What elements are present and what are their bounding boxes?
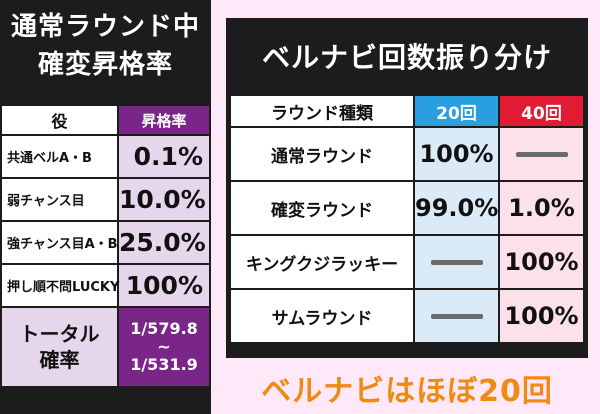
upgrade-rate-title-line2: 確変昇格率 <box>37 50 173 80</box>
value-20: 99.0% <box>413 180 500 236</box>
total-label-line1: トータル <box>19 322 100 346</box>
table-row: 通常ラウンド 100% <box>229 126 585 182</box>
rate-value: 100% <box>117 263 211 308</box>
dash-icon <box>430 313 483 319</box>
upgrade-rate-panel: 通常ラウンド中 確変昇格率 役 昇格率 共通ベルA・B 0.1% 弱チャンス目 … <box>0 0 211 414</box>
total-value-line2: ~ <box>157 337 171 356</box>
header-40: 40回 <box>498 94 585 128</box>
bell-navi-footer-note: ベルナビはほぼ20回 <box>261 374 553 409</box>
value-20 <box>413 288 500 344</box>
round-kind: 確変ラウンド <box>229 180 415 236</box>
role-label: 弱チャンス目 <box>0 177 119 222</box>
dash-icon <box>430 259 483 265</box>
role-label: 共通ベルA・B <box>0 134 119 179</box>
role-label: 押し順不問LUCKY <box>0 263 119 308</box>
upgrade-rate-title: 通常ラウンド中 確変昇格率 <box>0 8 211 84</box>
upgrade-rate-title-line1: 通常ラウンド中 <box>10 12 200 42</box>
table-row: 確変ラウンド 99.0% 1.0% <box>229 180 585 236</box>
role-label: 強チャンス目A・B <box>0 220 119 265</box>
header-rate: 昇格率 <box>117 104 211 136</box>
table-row: 共通ベルA・B 0.1% <box>0 134 211 179</box>
table-row: 強チャンス目A・B 25.0% <box>0 220 211 265</box>
header-20: 20回 <box>413 94 500 128</box>
table-row: 弱チャンス目 10.0% <box>0 177 211 222</box>
bell-navi-panel: ベルナビ回数振り分け ラウンド種類 20回 40回 通常ラウンド 100% 確変… <box>226 18 588 358</box>
table-row: キングクジラッキー 100% <box>229 234 585 290</box>
rate-value: 10.0% <box>117 177 211 222</box>
table-row: 押し順不問LUCKY 100% <box>0 263 211 308</box>
round-kind: サムラウンド <box>229 288 415 344</box>
value-20: 100% <box>413 126 500 182</box>
upgrade-rate-table: 役 昇格率 共通ベルA・B 0.1% 弱チャンス目 10.0% 強チャンス目A・… <box>0 104 211 388</box>
value-40: 100% <box>498 234 585 290</box>
total-value: 1/579.8 ~ 1/531.9 <box>117 306 211 388</box>
upgrade-rate-header-row: 役 昇格率 <box>0 104 211 136</box>
table-row: サムラウンド 100% <box>229 288 585 344</box>
header-role: 役 <box>0 104 119 136</box>
value-40 <box>498 126 585 182</box>
value-20 <box>413 234 500 290</box>
value-40: 100% <box>498 288 585 344</box>
value-40: 1.0% <box>498 180 585 236</box>
dash-icon <box>515 151 568 157</box>
bell-navi-header-row: ラウンド種類 20回 40回 <box>229 94 585 128</box>
bell-navi-title: ベルナビ回数振り分け <box>261 41 552 74</box>
rate-value: 0.1% <box>117 134 211 179</box>
total-label-line2: 確率 <box>39 348 80 372</box>
total-value-line1: 1/579.8 <box>130 319 198 338</box>
header-round-kind: ラウンド種類 <box>229 94 415 128</box>
total-value-line3: 1/531.9 <box>130 355 198 374</box>
total-row: トータル 確率 1/579.8 ~ 1/531.9 <box>0 306 211 388</box>
rate-value: 25.0% <box>117 220 211 265</box>
bell-navi-table: ラウンド種類 20回 40回 通常ラウンド 100% 確変ラウンド 99.0% … <box>229 94 585 344</box>
round-kind: 通常ラウンド <box>229 126 415 182</box>
total-label: トータル 確率 <box>0 306 119 388</box>
round-kind: キングクジラッキー <box>229 234 415 290</box>
